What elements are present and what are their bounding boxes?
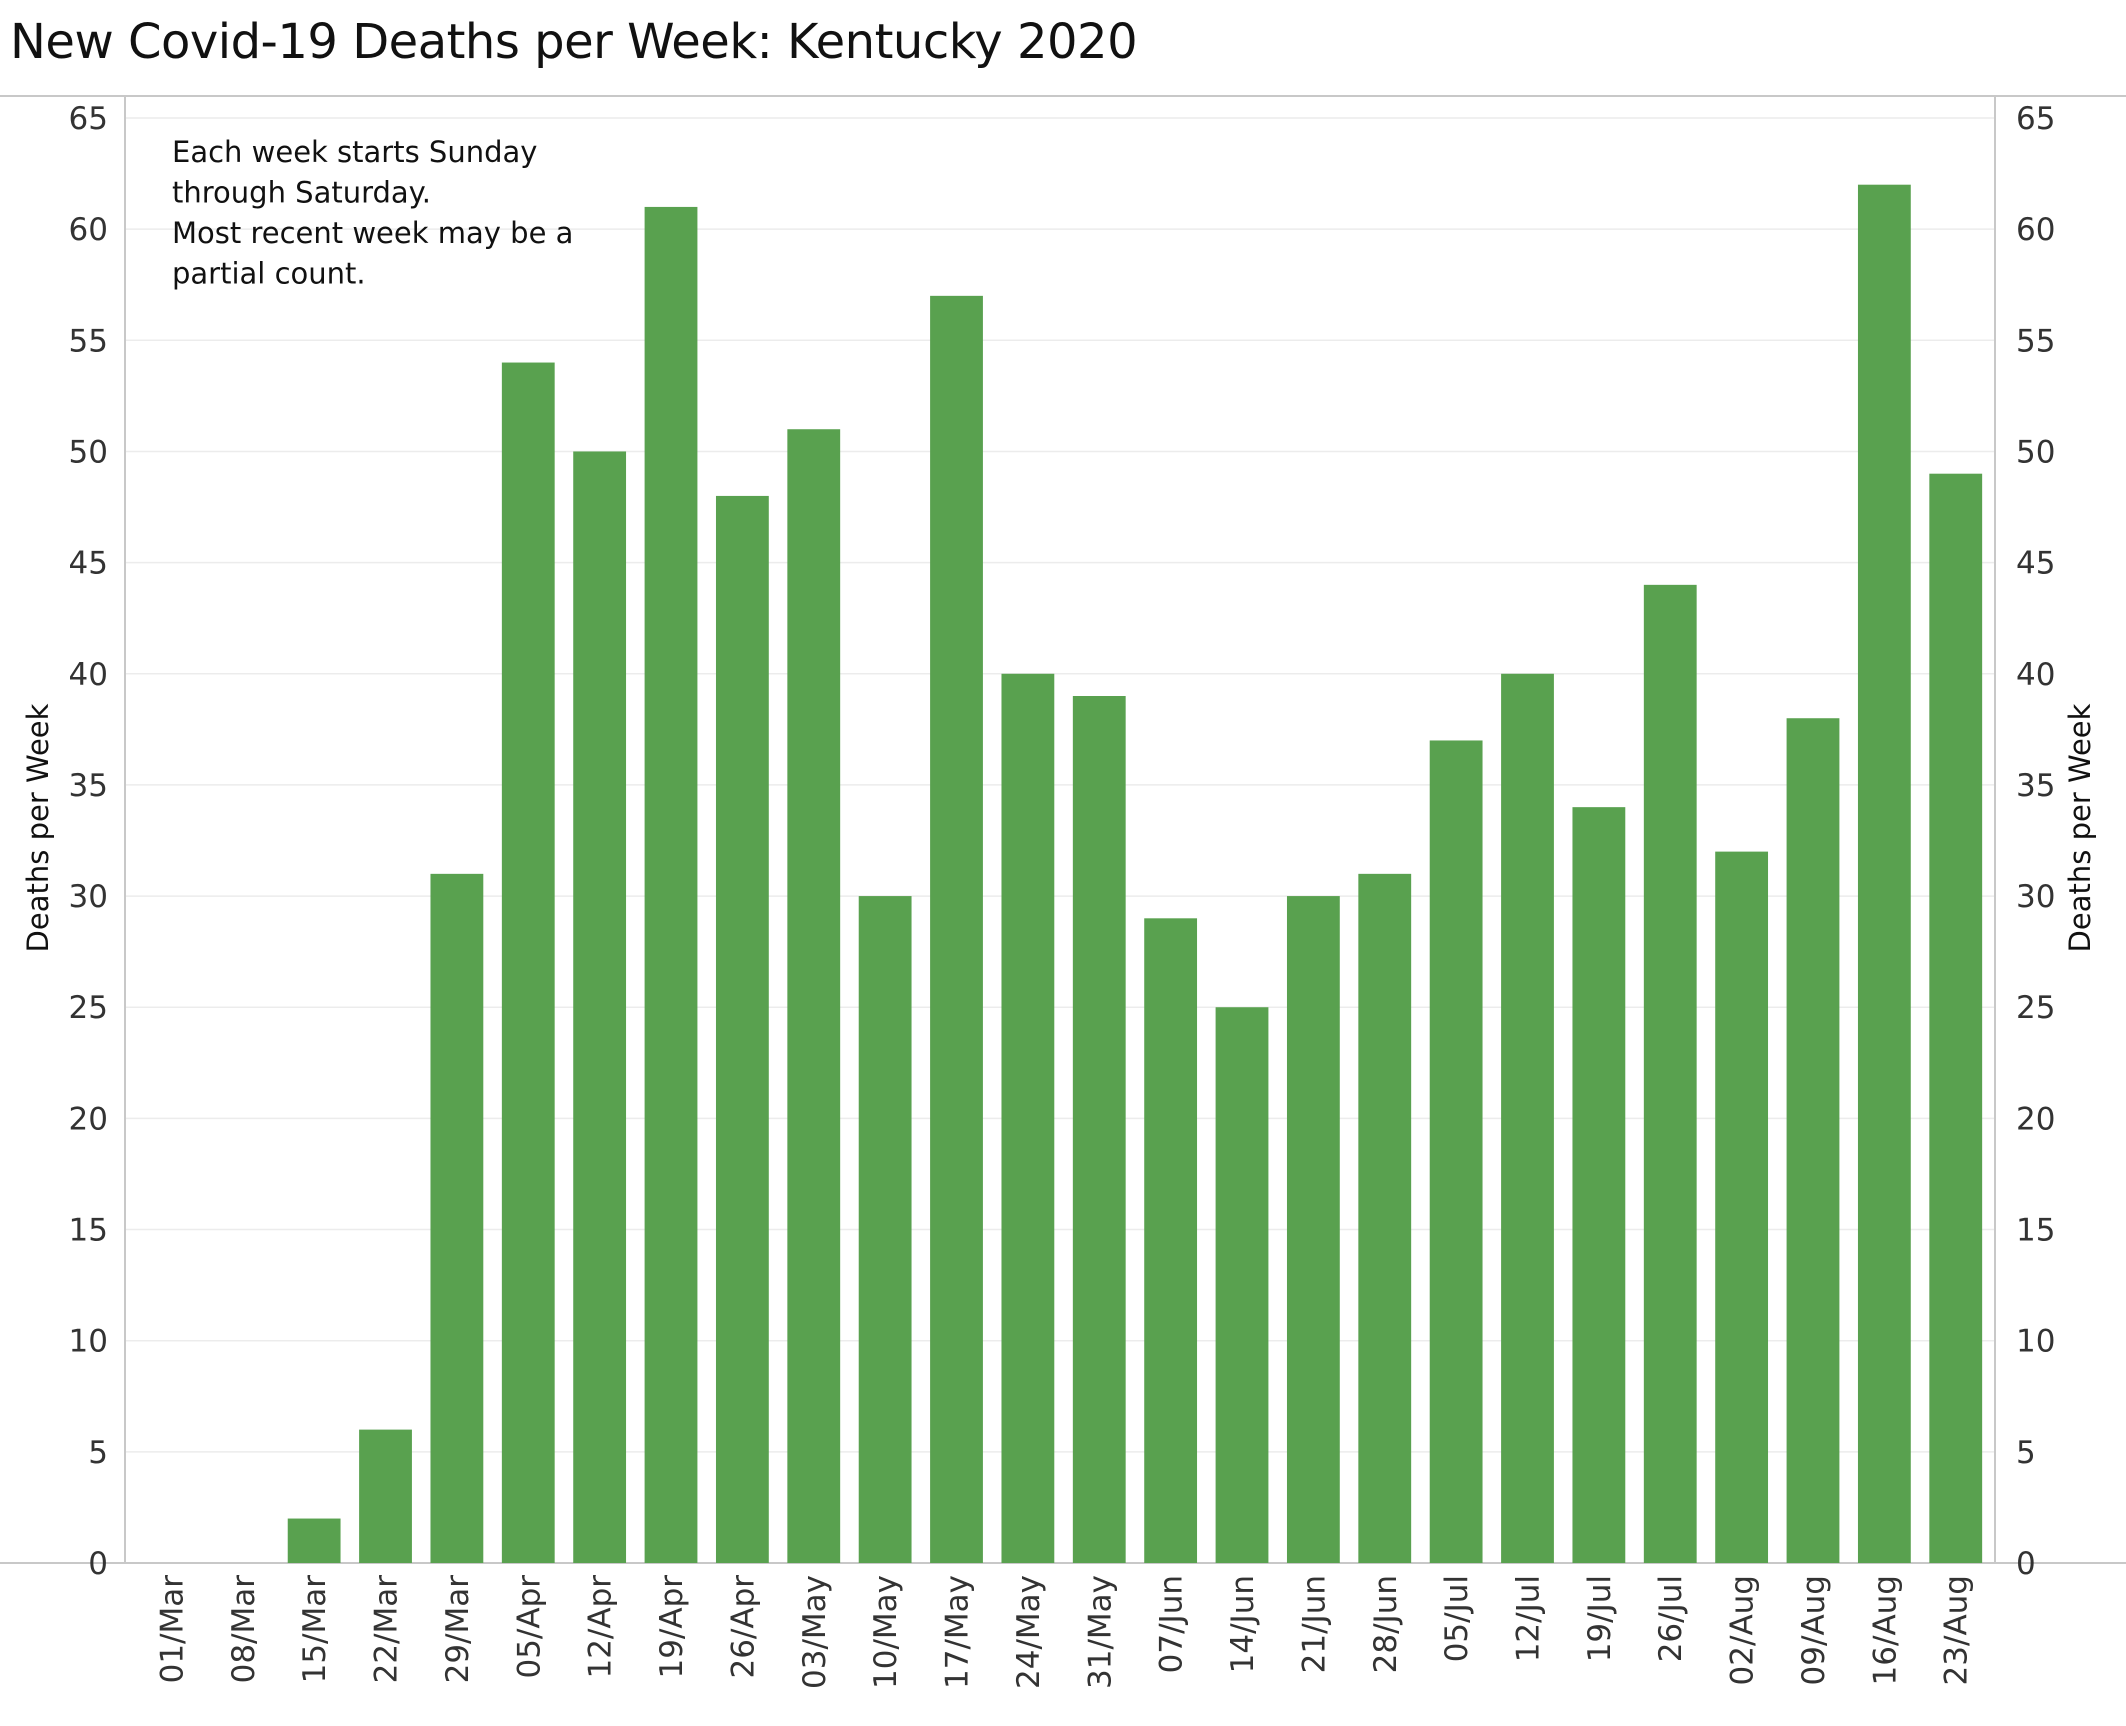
x-tick-label: 26/Apr <box>725 1575 761 1679</box>
x-tick-label: 12/Jul <box>1511 1575 1547 1662</box>
x-tick-label: 12/Apr <box>583 1575 619 1679</box>
y-tick-label-right: 25 <box>2016 990 2055 1026</box>
bar-05-jul <box>1429 740 1483 1563</box>
bar-07-jun <box>1144 918 1198 1563</box>
bar-29-mar <box>430 873 484 1563</box>
bar-02-aug <box>1715 851 1769 1563</box>
x-tick-label: 24/May <box>1011 1575 1047 1689</box>
y-tick-label-right: 0 <box>2016 1546 2036 1582</box>
x-tick-label: 14/Jun <box>1225 1575 1261 1673</box>
bar-03-may <box>787 429 841 1564</box>
x-tick-label: 10/May <box>868 1575 904 1689</box>
x-tick-label: 19/Jul <box>1582 1575 1618 1662</box>
bar-17-may <box>930 295 983 1563</box>
bar-15-mar <box>287 1518 341 1563</box>
bar-28-jun <box>1358 873 1412 1563</box>
x-tick-label: 16/Aug <box>1867 1575 1903 1685</box>
bar-19-jul <box>1572 807 1626 1563</box>
bar-24-may <box>1001 673 1055 1563</box>
bar-10-may <box>858 896 912 1563</box>
y-tick-label-left: 55 <box>69 323 108 359</box>
x-tick-label: 08/Mar <box>226 1575 262 1684</box>
y-tick-label-right: 20 <box>2016 1101 2055 1137</box>
bar-26-apr <box>715 495 769 1563</box>
bar-14-jun <box>1215 1007 1269 1563</box>
annotation-line: through Saturday. <box>172 176 431 210</box>
y-tick-label-left: 0 <box>88 1546 108 1582</box>
y-tick-label-right: 50 <box>2016 434 2055 470</box>
chart-frame <box>0 95 2126 1564</box>
left-y-axis-title: Deaths per Week <box>21 703 55 952</box>
x-tick-label: 03/May <box>797 1575 833 1689</box>
x-tick-label: 19/Apr <box>654 1575 690 1679</box>
chart-title: New Covid-19 Deaths per Week: Kentucky 2… <box>10 14 1138 70</box>
bar-05-apr <box>501 362 555 1563</box>
bar-12-apr <box>573 451 627 1563</box>
gridlines <box>125 117 1995 1564</box>
y-tick-label-right: 15 <box>2016 1213 2055 1249</box>
y-tick-label-left: 25 <box>69 990 108 1026</box>
x-tick-label: 31/May <box>1082 1575 1118 1689</box>
left-y-axis-ticks: 0 5 10 15 20 25 30 35 40 45 50 55 60 65 <box>69 101 108 1582</box>
y-tick-label-right: 30 <box>2016 879 2055 915</box>
y-tick-label-right: 5 <box>2016 1435 2036 1471</box>
x-tick-label: 22/Mar <box>369 1575 405 1684</box>
x-tick-label: 05/Apr <box>511 1575 547 1679</box>
x-tick-label: 02/Aug <box>1725 1575 1761 1685</box>
x-tick-label: 07/Jun <box>1154 1575 1190 1673</box>
annotation-line: Each week starts Sunday <box>172 135 537 169</box>
x-tick-label: 15/Mar <box>297 1575 333 1684</box>
bar-12-jul <box>1501 673 1554 1563</box>
x-tick-label: 17/May <box>940 1575 976 1689</box>
x-tick-label: 23/Aug <box>1939 1575 1975 1685</box>
bars <box>287 184 1983 1564</box>
y-tick-label-left: 40 <box>69 657 108 693</box>
x-tick-label: 21/Jun <box>1296 1575 1332 1673</box>
bar-26-jul <box>1643 584 1697 1563</box>
y-tick-label-left: 50 <box>69 434 108 470</box>
y-tick-label-left: 30 <box>69 879 108 915</box>
bar-22-mar <box>359 1429 412 1563</box>
bar-23-aug <box>1929 473 1983 1563</box>
y-tick-label-right: 40 <box>2016 657 2055 693</box>
bar-09-aug <box>1786 718 1840 1563</box>
y-tick-label-left: 45 <box>69 546 108 582</box>
bar-19-apr <box>644 206 698 1563</box>
bar-16-aug <box>1857 184 1911 1564</box>
y-tick-label-right: 60 <box>2016 212 2055 248</box>
right-y-axis-title: Deaths per Week <box>2063 703 2097 952</box>
x-tick-label: 09/Aug <box>1796 1575 1832 1685</box>
bar-21-jun <box>1286 896 1340 1563</box>
annotation-line: partial count. <box>172 257 366 291</box>
bar-31-may <box>1072 696 1126 1563</box>
y-tick-label-right: 55 <box>2016 323 2055 359</box>
x-tick-label: 29/Mar <box>440 1575 476 1684</box>
right-y-axis-ticks: 0 5 10 15 20 25 30 35 40 45 50 55 60 65 <box>2016 101 2055 1582</box>
y-tick-label-left: 20 <box>69 1101 108 1137</box>
y-tick-label-right: 10 <box>2016 1324 2055 1360</box>
y-tick-label-right: 45 <box>2016 546 2055 582</box>
y-tick-label-left: 35 <box>69 768 108 804</box>
y-tick-label-left: 15 <box>69 1213 108 1249</box>
annotation-note: Each week starts Sunday through Saturday.… <box>172 135 573 291</box>
y-tick-label-left: 65 <box>69 101 108 137</box>
annotation-line: Most recent week may be a <box>172 216 573 250</box>
x-tick-label: 05/Jul <box>1439 1575 1475 1662</box>
x-tick-label: 26/Jul <box>1653 1575 1689 1662</box>
y-tick-label-right: 65 <box>2016 101 2055 137</box>
y-tick-label-right: 35 <box>2016 768 2055 804</box>
x-tick-label: 01/Mar <box>154 1575 190 1684</box>
y-tick-label-left: 60 <box>69 212 108 248</box>
x-tick-label: 28/Jun <box>1368 1575 1404 1673</box>
y-tick-label-left: 10 <box>69 1324 108 1360</box>
x-axis-ticks: 01/Mar 08/Mar 15/Mar 22/Mar 29/Mar 05/Apr 12/A… <box>154 1575 1974 1689</box>
y-tick-label-left: 5 <box>88 1435 108 1471</box>
